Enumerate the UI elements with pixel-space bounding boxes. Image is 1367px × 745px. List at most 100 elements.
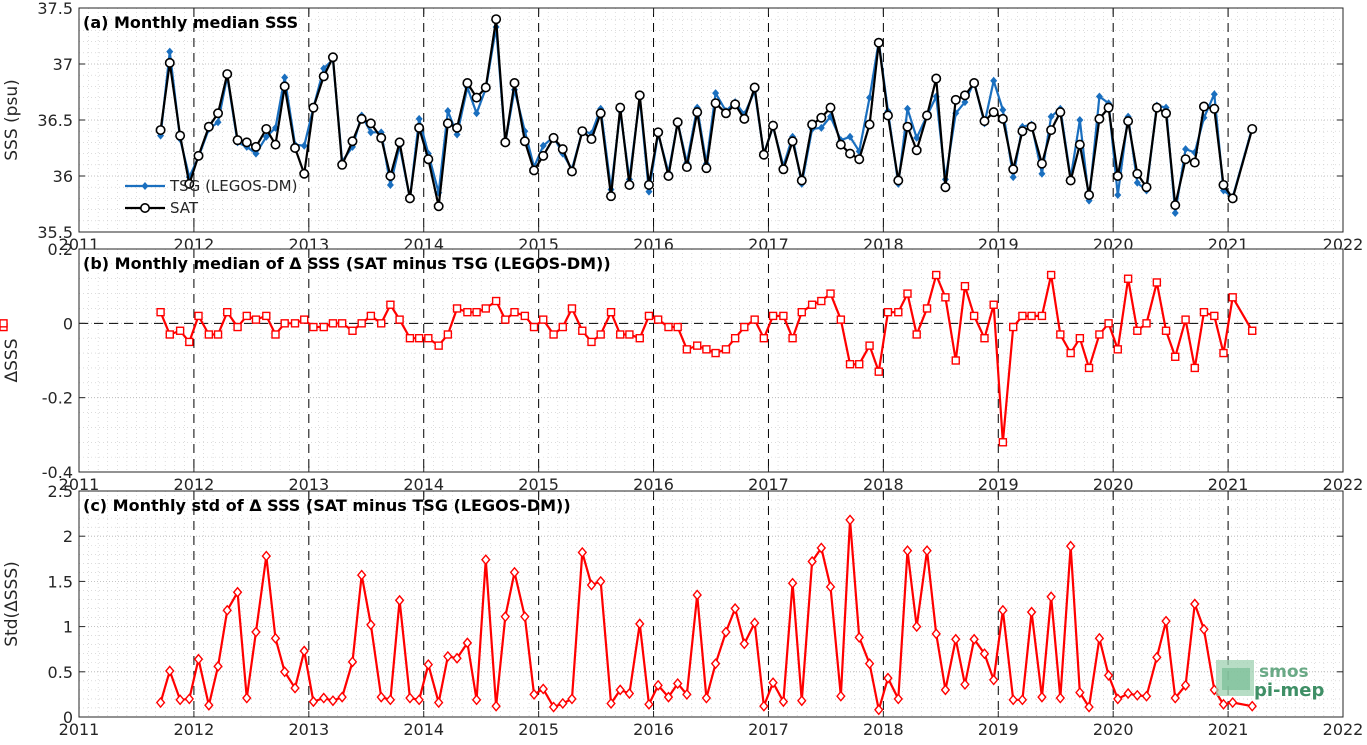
data-point-sat	[1227, 193, 1238, 204]
data-point	[271, 330, 280, 339]
data-point	[299, 645, 309, 657]
data-point	[1009, 322, 1018, 332]
data-point-sat	[241, 137, 252, 148]
data-point-tsg	[386, 180, 394, 189]
y-tick-label: 1.5	[48, 572, 73, 591]
data-point-sat	[480, 82, 491, 93]
data-point	[233, 322, 242, 332]
data-point	[635, 334, 644, 343]
data-point-sat	[222, 69, 233, 80]
data-point-sat	[1094, 113, 1105, 124]
data-point	[825, 581, 836, 593]
data-point	[672, 677, 683, 690]
data-point	[520, 611, 530, 623]
data-point-sat	[586, 134, 597, 145]
data-point	[807, 300, 817, 309]
panel-title: (b) Monthly median of Δ SSS (SAT minus T…	[83, 254, 611, 273]
data-point	[1056, 330, 1065, 339]
data-point	[558, 697, 568, 710]
data-point	[893, 693, 904, 705]
data-point	[750, 315, 759, 324]
data-point	[175, 326, 185, 335]
data-point	[836, 690, 846, 702]
data-point-sat	[1036, 158, 1047, 169]
x-tick-label: 2021	[1208, 720, 1249, 739]
y-tick-label: 0	[63, 314, 73, 333]
data-point	[922, 545, 932, 557]
data-point-sat	[653, 127, 664, 138]
data-point-sat	[538, 150, 549, 161]
data-point-sat	[1103, 102, 1114, 113]
data-point-sat	[730, 99, 741, 110]
data-point	[1199, 623, 1209, 635]
data-point	[1027, 311, 1036, 321]
data-point	[644, 311, 654, 321]
data-point-sat	[1084, 190, 1095, 201]
data-point-sat	[663, 171, 674, 182]
data-point	[988, 674, 999, 686]
x-tick-label: 2016	[633, 720, 674, 739]
data-point-sat	[931, 73, 942, 84]
data-point	[1113, 693, 1123, 705]
data-point	[1142, 319, 1151, 328]
y-tick-label: 0.2	[48, 240, 73, 259]
y-axis-label: Std(ΔSSS)	[2, 561, 22, 647]
data-point	[797, 695, 807, 707]
data-point-sat	[1123, 116, 1134, 127]
data-point	[223, 307, 232, 317]
data-point-sat	[347, 136, 358, 147]
data-point	[807, 555, 817, 568]
data-point-tsg	[913, 133, 921, 142]
data-point-sat	[816, 112, 827, 123]
data-point	[510, 307, 519, 317]
x-tick-label: 2013	[288, 720, 329, 739]
data-point-sat	[462, 78, 473, 89]
data-point-sat	[969, 78, 980, 89]
data-point	[1199, 307, 1209, 317]
data-point	[1037, 691, 1047, 703]
data-point	[213, 660, 223, 672]
x-tick-label: 2014	[403, 720, 444, 739]
data-point	[616, 330, 625, 339]
data-point	[940, 684, 951, 696]
data-point	[816, 542, 827, 554]
data-point	[998, 438, 1008, 447]
data-point-sat	[566, 166, 577, 177]
y-tick-label: 36	[53, 167, 73, 186]
data-point-sat	[807, 119, 818, 130]
data-point-sat	[1055, 107, 1066, 118]
data-point	[730, 334, 740, 343]
data-point-sat	[854, 154, 865, 165]
data-point	[702, 345, 711, 354]
data-point	[845, 514, 855, 526]
data-point	[1219, 348, 1228, 358]
data-point-sat	[356, 113, 367, 124]
data-point-tsg	[1133, 178, 1141, 187]
data-point	[710, 658, 721, 670]
data-point-tsg	[444, 107, 452, 116]
data-point-sat	[701, 163, 712, 174]
data-point	[586, 579, 597, 591]
data-point	[865, 341, 874, 350]
data-point-sat	[634, 90, 645, 101]
legend-label-sat: SAT	[170, 199, 199, 217]
data-point	[663, 691, 674, 703]
y-tick-label: 0	[63, 708, 73, 727]
data-point-sat	[710, 98, 721, 109]
data-point	[1161, 615, 1171, 627]
data-point	[184, 693, 195, 705]
data-point	[1152, 651, 1162, 663]
data-point-sat	[845, 148, 856, 159]
data-point-sat	[749, 82, 760, 93]
data-point-sat	[404, 193, 415, 204]
x-tick-label: 2018	[863, 475, 904, 494]
data-point	[328, 695, 338, 707]
data-point	[481, 304, 490, 313]
data-point	[452, 304, 462, 313]
data-point-sat	[394, 137, 405, 148]
data-point	[462, 637, 473, 649]
data-point-sat	[882, 110, 893, 121]
data-point	[693, 341, 702, 350]
data-point-sat	[911, 145, 922, 156]
